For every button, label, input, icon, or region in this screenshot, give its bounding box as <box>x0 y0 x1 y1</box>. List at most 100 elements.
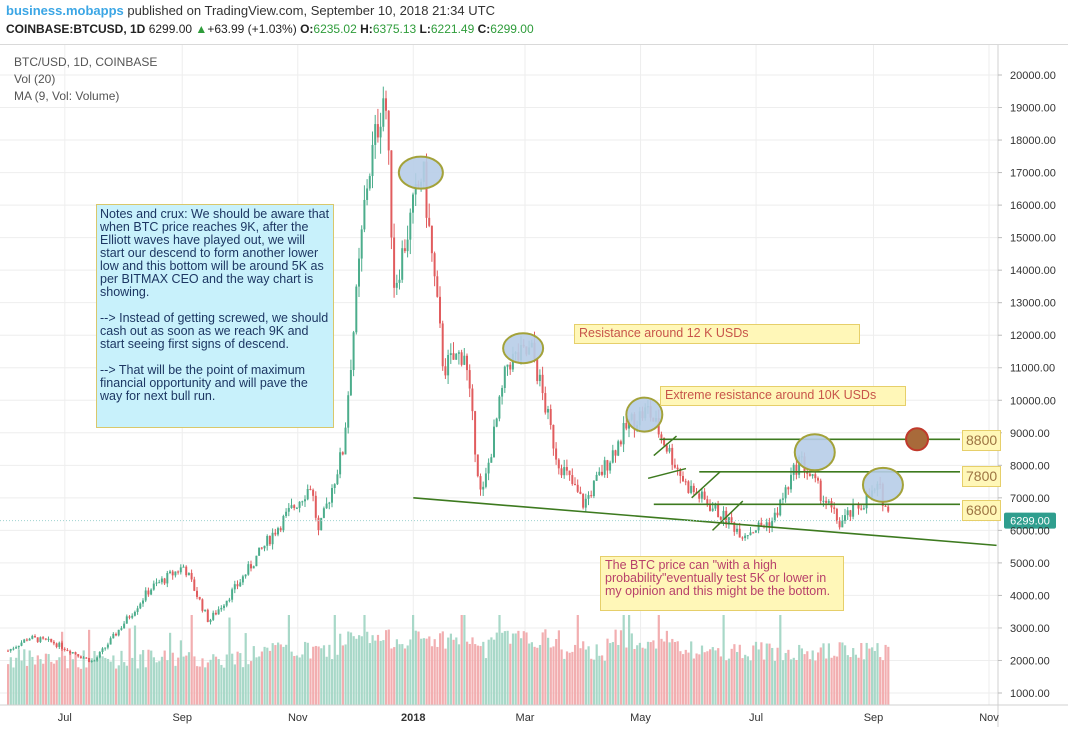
pattern-segment[interactable] <box>691 471 721 499</box>
candle-body <box>112 633 115 639</box>
candle-body <box>285 511 288 517</box>
candle-body <box>560 468 563 476</box>
volume-bar <box>196 666 199 705</box>
candle-body <box>660 434 663 438</box>
support-trendline[interactable] <box>413 497 997 547</box>
target-circle[interactable] <box>905 427 930 452</box>
candle-body <box>792 464 795 475</box>
volume-bar <box>522 631 525 705</box>
highlight-ellipse[interactable] <box>397 155 444 190</box>
x-tick-label: 2018 <box>401 712 425 724</box>
volume-bar <box>606 638 609 705</box>
volume-bar <box>817 652 820 705</box>
last-price-badge-text: 6299.00 <box>1010 516 1050 528</box>
volume-bar <box>185 655 188 705</box>
candle-body <box>31 636 34 639</box>
candle-body <box>706 499 709 506</box>
prediction-note[interactable]: The BTC price can "with a high probabili… <box>600 556 844 611</box>
candle-body <box>228 599 231 601</box>
volume-bar <box>198 666 201 705</box>
resistance-10k-note[interactable]: Extreme resistance around 10K USDs <box>660 386 906 406</box>
level-7800-label[interactable]: 7800 <box>962 466 1002 487</box>
high-label: H: <box>360 22 373 36</box>
pattern-segment[interactable] <box>711 500 744 531</box>
volume-bar <box>231 653 234 705</box>
volume-bar <box>63 655 66 705</box>
candle-body <box>169 571 171 573</box>
candle-body <box>457 352 460 354</box>
volume-bar <box>830 657 833 705</box>
volume-bar <box>66 668 69 705</box>
analysis-note[interactable]: Notes and crux: We should be aware that … <box>96 204 334 428</box>
volume-bar <box>58 657 61 705</box>
volume-bar <box>641 647 644 705</box>
volume-bar <box>406 645 409 705</box>
resistance-12k-note[interactable]: Resistance around 12 K USDs <box>574 324 860 344</box>
candle-body <box>128 616 131 618</box>
candle-body <box>217 609 220 615</box>
x-tick-label: Nov <box>979 712 999 724</box>
candle-body <box>771 520 774 528</box>
candle-body <box>790 474 792 490</box>
volume-bar <box>77 667 80 705</box>
highlight-ellipse[interactable] <box>861 466 904 503</box>
volume-bar <box>760 642 763 705</box>
ohlc-line: COINBASE:BTCUSD, 1D 6299.00 ▲+63.99 (+1.… <box>6 22 534 36</box>
highlight-ellipse[interactable] <box>502 332 545 365</box>
volume-bar <box>457 644 461 705</box>
candle-body <box>144 590 147 601</box>
candle-body <box>55 643 58 647</box>
candle-body <box>166 572 169 584</box>
candle-body <box>406 239 409 252</box>
volume-bar <box>479 646 482 705</box>
candle-body <box>260 547 263 549</box>
volume-bar <box>147 649 150 705</box>
level-6800-label[interactable]: 6800 <box>962 500 1002 521</box>
volume-bar <box>412 615 415 705</box>
candle-body <box>344 427 347 455</box>
published-text: published on TradingView.com, September … <box>127 3 495 18</box>
candle-body <box>279 528 282 531</box>
volume-bar <box>98 654 101 705</box>
volume-bar <box>544 629 547 705</box>
candle-body <box>711 508 714 511</box>
candle-body <box>271 532 274 545</box>
open-label: O: <box>300 22 314 36</box>
volume-bar <box>255 657 258 705</box>
volume-bar <box>290 651 293 705</box>
candle-body <box>317 517 320 531</box>
volume-bar <box>660 638 663 705</box>
publisher-name[interactable]: business.mobapps <box>6 3 124 18</box>
volume-bar <box>414 630 417 705</box>
candle-body <box>34 636 36 638</box>
y-tick-label: 3000.00 <box>1010 623 1050 635</box>
highlight-ellipse[interactable] <box>793 433 836 472</box>
volume-bar <box>69 652 72 705</box>
candle-body <box>817 478 819 481</box>
volume-bar <box>541 632 544 705</box>
pattern-segment[interactable] <box>653 435 678 457</box>
candle-body <box>814 474 817 479</box>
level-8800-label[interactable]: 8800 <box>962 430 1002 451</box>
pattern-segment[interactable] <box>647 467 687 480</box>
volume-bar <box>131 657 134 705</box>
candle-body <box>82 657 85 659</box>
candle-body <box>722 510 725 520</box>
candle-body <box>325 503 328 509</box>
volume-bar <box>644 648 647 705</box>
volume-bar <box>360 636 363 705</box>
volume-bar <box>142 650 145 705</box>
candle-body <box>163 578 166 584</box>
candle-body <box>598 471 601 475</box>
candle-body <box>85 657 88 659</box>
highlight-ellipse[interactable] <box>625 396 664 433</box>
candle-body <box>155 582 158 584</box>
volume-bar <box>349 632 353 705</box>
volume-bar <box>514 633 517 705</box>
volume-bar <box>152 657 155 705</box>
volume-bar <box>166 660 169 705</box>
volume-bar <box>814 660 817 705</box>
volume-bar <box>277 642 280 705</box>
volume-bar <box>47 654 50 705</box>
candle-body <box>376 124 379 138</box>
